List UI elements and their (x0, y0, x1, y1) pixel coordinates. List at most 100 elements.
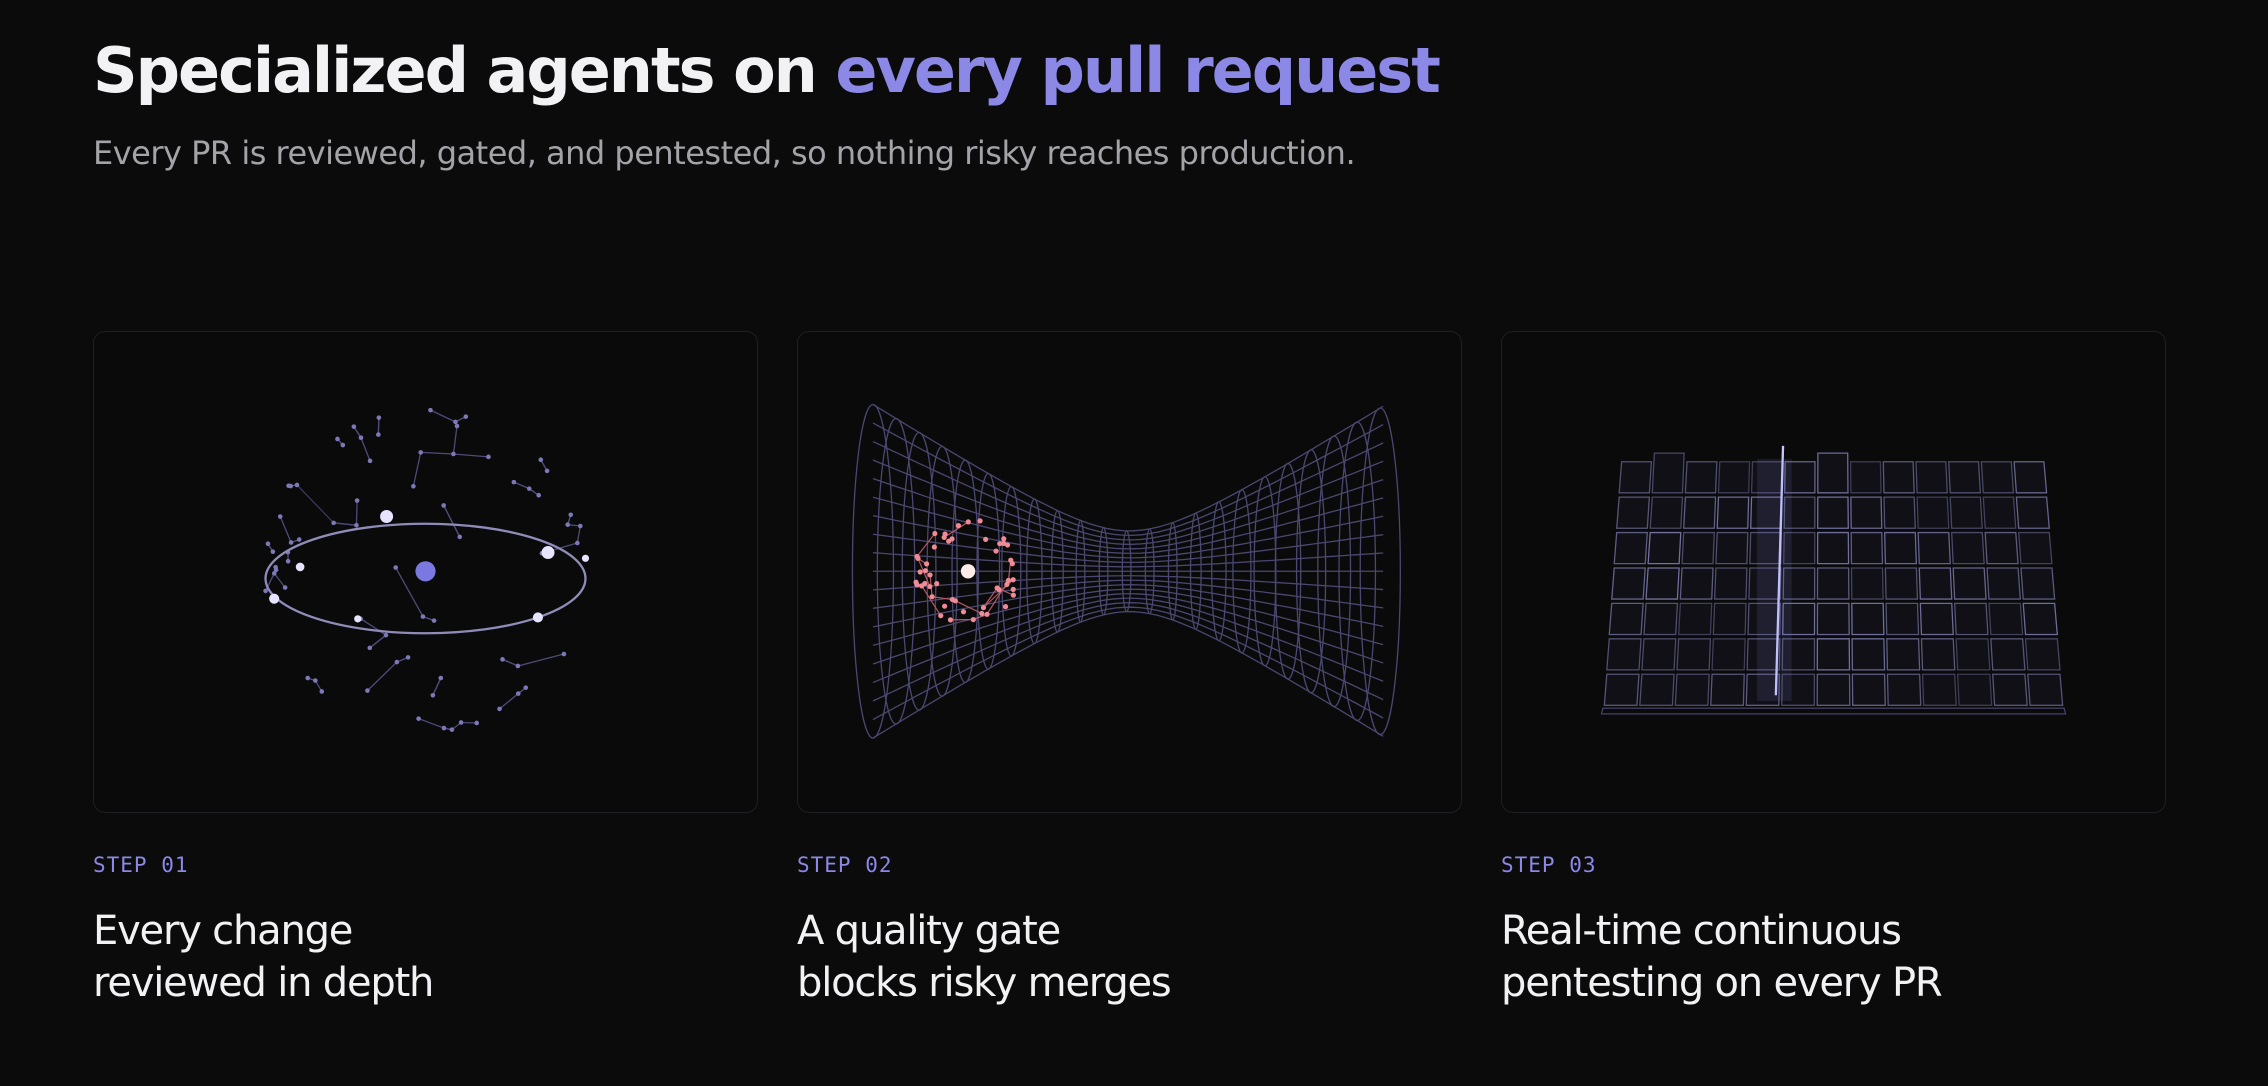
grid-base (1600, 707, 2067, 715)
grid-cell (1676, 638, 1712, 671)
network-node (441, 503, 446, 508)
risk-node (913, 579, 919, 585)
grid-cell (1988, 602, 2024, 636)
step-label: STEP 01 (93, 853, 189, 877)
gate-ring (1338, 421, 1377, 722)
grid-cell (1783, 531, 1816, 565)
network-edge (360, 437, 371, 462)
network-node (313, 678, 318, 683)
network-node (296, 537, 302, 542)
grid-cell (1850, 531, 1884, 565)
risk-node (914, 553, 920, 560)
gate-ring (901, 431, 937, 711)
step-title-line: blocks risky merges (797, 960, 1172, 1006)
network-edge (412, 452, 422, 487)
network-edge (369, 634, 387, 649)
network-node (544, 468, 550, 474)
grid-cell (1782, 567, 1816, 600)
network-node (305, 675, 311, 681)
grid-cell (1953, 602, 1989, 636)
network-node (340, 442, 346, 448)
network-node (405, 655, 411, 660)
network-edge (576, 525, 581, 544)
network-edge (366, 661, 398, 692)
network-node (511, 479, 517, 485)
gate-line (872, 552, 1384, 568)
grid-cell (1677, 602, 1713, 636)
grid-cell (1784, 461, 1816, 494)
step-label: STEP 03 (1501, 853, 1597, 877)
network-node (565, 522, 570, 527)
grid-cell (1716, 496, 1750, 529)
network-node (376, 415, 382, 420)
step-label: STEP 02 (797, 853, 893, 877)
grid-cell (1781, 673, 1816, 706)
gate-ring (1121, 530, 1132, 613)
gate-line (872, 597, 1384, 684)
gate-ring (1359, 407, 1401, 736)
network-node (438, 675, 444, 681)
grid-cell (1952, 567, 1987, 600)
grid-illustration (1600, 445, 2067, 715)
network-node (486, 454, 491, 460)
grid-cell (1681, 531, 1715, 565)
risk-node (949, 536, 955, 542)
gate-line (872, 584, 1384, 628)
grid-cell (1884, 531, 1918, 565)
grid-cell (1921, 673, 1957, 706)
grid-cell (1816, 531, 1850, 565)
grid-cell (1816, 567, 1850, 600)
network-node (523, 685, 529, 690)
orbit-node (295, 562, 305, 572)
network-node (351, 424, 357, 429)
network-node (319, 689, 325, 694)
risk-node (997, 541, 1003, 547)
orbit-ring (264, 522, 587, 635)
gate-ring (876, 417, 916, 725)
grid-cell (1782, 602, 1816, 636)
network-edge (499, 693, 519, 710)
network-node (561, 651, 567, 657)
network-node (273, 567, 279, 573)
gate-ring (1232, 489, 1252, 654)
step-title-line: pentesting on every PR (1501, 960, 1943, 1006)
card-illustration (1501, 331, 2166, 813)
network-node (383, 632, 389, 638)
grid-cell (1717, 461, 1751, 494)
headline-highlight: every pull request (835, 34, 1440, 107)
grid-cell (1817, 452, 1849, 494)
grid-cell (1615, 496, 1651, 529)
network-node (282, 585, 288, 590)
gate-line (872, 477, 1384, 550)
network-edge (395, 567, 424, 617)
grid-cell (1711, 638, 1746, 671)
network-node (457, 534, 463, 540)
risk-node (993, 548, 999, 554)
network-node (285, 558, 291, 564)
grid-cell (2024, 638, 2061, 671)
grid-cell (1618, 461, 1653, 494)
network-edge (452, 425, 458, 455)
gate-line (872, 575, 1384, 591)
network-node (365, 688, 370, 693)
grid-cell (1783, 496, 1816, 529)
gate-ring (951, 459, 979, 684)
network-node (568, 512, 574, 518)
grid-cell (1817, 496, 1849, 529)
grid-cell (1955, 638, 1991, 671)
network-node (463, 414, 469, 419)
risk-node (1004, 581, 1010, 587)
network-node (418, 450, 424, 455)
grid-cell (1851, 638, 1886, 671)
step-title: A quality gate blocks risky merges (797, 905, 1172, 1009)
grid-cell (1916, 496, 1950, 529)
network-node (358, 435, 364, 441)
grid-cell (2020, 567, 2056, 600)
risk-node (938, 613, 944, 619)
gate-ring (1167, 521, 1178, 621)
risk-edge (943, 521, 969, 538)
grid-cell (1949, 496, 1983, 529)
risk-node (934, 581, 940, 587)
gate-line (872, 593, 1384, 665)
gate-ring (1026, 498, 1043, 645)
